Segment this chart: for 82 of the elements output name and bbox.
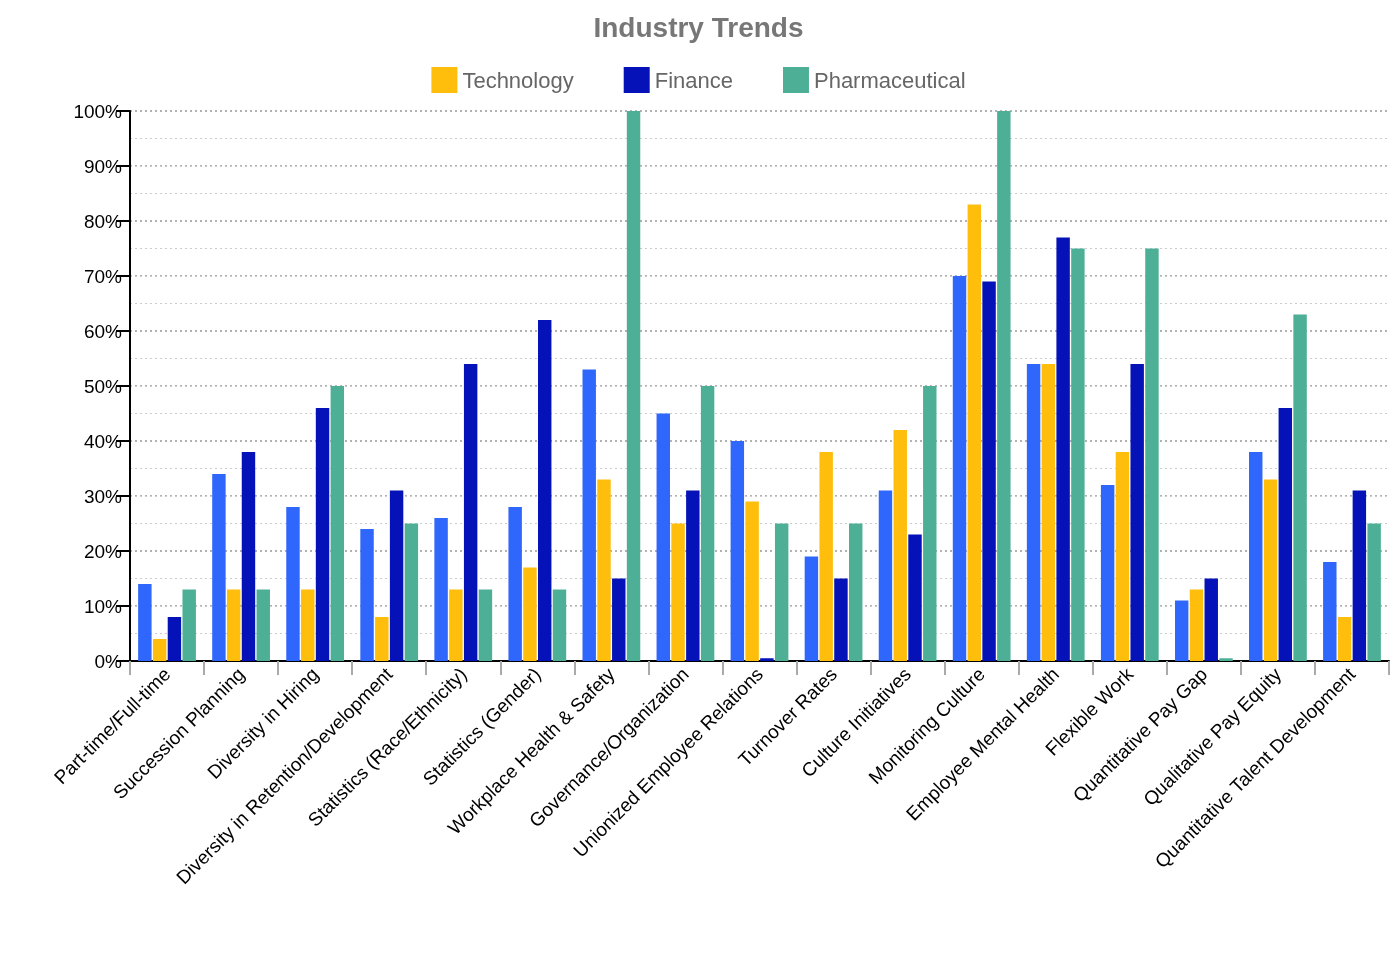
bar xyxy=(1337,617,1352,661)
bar xyxy=(745,501,759,661)
bar xyxy=(893,430,907,661)
bar xyxy=(256,589,270,661)
y-tick-label: 10% xyxy=(83,595,123,617)
bar xyxy=(967,204,981,661)
bar xyxy=(463,364,478,661)
y-tick-label: 70% xyxy=(83,265,123,287)
bar xyxy=(612,578,626,661)
y-tick-label: 60% xyxy=(83,320,123,342)
bar xyxy=(404,523,419,661)
bar xyxy=(804,556,819,661)
bar xyxy=(138,584,152,661)
legend-label: Technology xyxy=(462,67,574,93)
bar xyxy=(760,658,774,661)
y-tick-label: 40% xyxy=(83,430,123,452)
bar xyxy=(552,589,567,661)
bar xyxy=(1100,485,1115,661)
bar xyxy=(1323,562,1337,661)
bar xyxy=(301,589,315,661)
bar xyxy=(997,111,1011,661)
bar xyxy=(286,507,300,661)
bar xyxy=(1145,248,1159,661)
y-tick-label: 30% xyxy=(83,485,123,507)
bar xyxy=(671,523,685,661)
legend-label: Finance xyxy=(654,67,733,93)
bar xyxy=(819,452,833,661)
bar xyxy=(152,639,167,661)
bar xyxy=(315,408,330,661)
bar xyxy=(1056,237,1070,661)
bar xyxy=(597,479,611,661)
bar xyxy=(226,589,241,661)
bar xyxy=(330,386,345,661)
bar xyxy=(982,281,996,661)
bar xyxy=(389,490,404,661)
bar xyxy=(538,320,552,661)
bar xyxy=(656,413,670,661)
bar xyxy=(449,589,463,661)
bar xyxy=(686,490,700,661)
bar xyxy=(1026,364,1041,661)
bar xyxy=(923,386,937,661)
bar xyxy=(508,507,522,661)
bar xyxy=(626,111,641,661)
y-tick-label: 100% xyxy=(73,100,123,122)
bar xyxy=(1189,589,1204,661)
bar xyxy=(1352,490,1367,661)
bar xyxy=(1115,452,1130,661)
bar xyxy=(908,534,922,661)
bar xyxy=(1041,364,1056,661)
y-tick-label: 20% xyxy=(83,540,123,562)
bar xyxy=(478,589,493,661)
bar xyxy=(1204,578,1218,661)
bar xyxy=(375,617,389,661)
bar xyxy=(182,589,196,661)
bar xyxy=(952,276,967,661)
y-tick-label: 80% xyxy=(83,210,123,232)
bar xyxy=(1249,452,1263,661)
bar xyxy=(774,523,789,661)
bar xyxy=(360,529,374,661)
y-tick-label: 50% xyxy=(83,375,123,397)
bar xyxy=(523,567,537,661)
legend-label: Pharmaceutical xyxy=(813,67,966,93)
bar xyxy=(834,578,848,661)
bar xyxy=(878,490,893,661)
bar xyxy=(1130,364,1144,661)
bar xyxy=(241,452,256,661)
chart-title: Industry Trends xyxy=(593,11,804,43)
bar xyxy=(849,523,863,661)
bar xyxy=(212,474,226,661)
bar xyxy=(1367,523,1381,661)
bar xyxy=(167,617,182,661)
bar xyxy=(582,369,596,661)
bar xyxy=(730,441,745,661)
bar xyxy=(1293,314,1307,661)
bar xyxy=(434,518,448,661)
bar xyxy=(1174,600,1189,661)
bar xyxy=(700,386,715,661)
bar xyxy=(1219,658,1233,661)
y-tick-label: 90% xyxy=(83,155,123,177)
bar xyxy=(1278,408,1293,661)
bar xyxy=(1263,479,1278,661)
bar xyxy=(1071,248,1085,661)
